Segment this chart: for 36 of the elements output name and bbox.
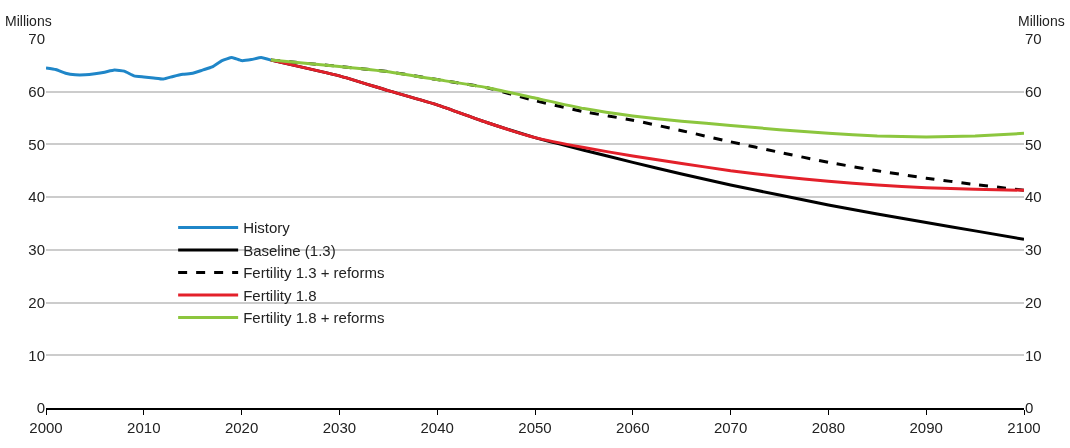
legend-label: Fertility 1.3 + reforms [243, 264, 385, 282]
y2-tick-label: 20 [1025, 293, 1042, 311]
y2-tick-label: 40 [1025, 188, 1042, 206]
x-tick-label: 2060 [616, 419, 650, 436]
x-tick-label: 2000 [29, 419, 63, 436]
y2-tick-label: 60 [1025, 82, 1042, 100]
y-tick-label: 0 [36, 399, 45, 417]
y-tick-label: 50 [28, 135, 45, 153]
x-tick-label: 2100 [1007, 419, 1041, 436]
y-tick-label: 60 [28, 82, 45, 100]
legend-label: History [243, 219, 291, 237]
line-series [269, 58, 1024, 139]
legend-label: Fertility 1.8 [243, 286, 317, 304]
x-tick-label: 2030 [322, 419, 357, 436]
x-tick-label: 2040 [420, 419, 454, 436]
y2-tick-label: 10 [1025, 346, 1042, 364]
y-tick-label: 40 [28, 188, 45, 206]
y-axis-title: Millions [5, 13, 52, 29]
y2-axis-title: Millions [1018, 13, 1065, 29]
y2-tick-label: 0 [1025, 399, 1034, 417]
legend-label: Baseline (1.3) [243, 241, 336, 259]
x-tick-label: 2070 [713, 419, 748, 436]
y2-tick-label: 70 [1025, 30, 1042, 48]
x-tick-label: 2090 [909, 419, 943, 436]
line-series [46, 55, 273, 81]
x-tick-label: 2020 [224, 419, 259, 436]
y-tick-label: 30 [28, 241, 45, 259]
y2-tick-label: 50 [1025, 135, 1042, 153]
x-tick-label: 2050 [518, 419, 552, 436]
y-tick-label: 10 [28, 346, 45, 364]
legend-label: Fertility 1.8 + reforms [243, 309, 385, 327]
x-tick-label: 2010 [127, 419, 161, 436]
y-tick-label: 20 [28, 293, 45, 311]
x-tick-label: 2080 [811, 419, 846, 436]
y-tick-label: 70 [28, 30, 45, 48]
y2-tick-label: 30 [1025, 241, 1042, 259]
